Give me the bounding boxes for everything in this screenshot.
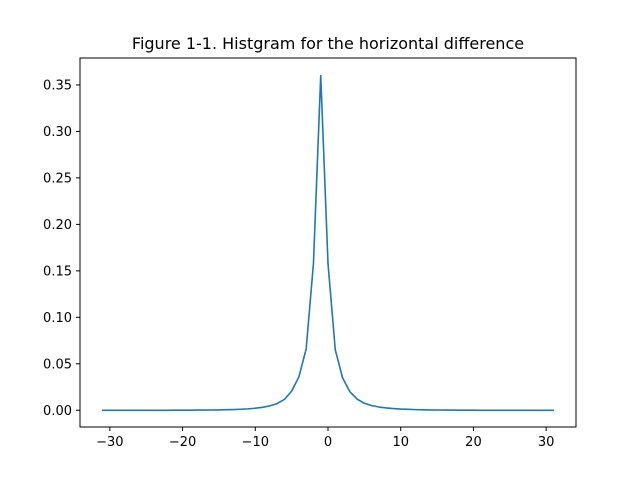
y-tick-label: 0.10	[43, 311, 72, 326]
x-tick-label: −30	[96, 435, 123, 450]
y-tick-label: 0.05	[43, 357, 72, 372]
plot-area	[79, 57, 577, 428]
plot-frame	[79, 57, 577, 428]
x-tick-label: −10	[242, 435, 269, 450]
y-tick-label: 0.20	[43, 218, 72, 233]
y-axis: 0.00 0.05 0.10 0.15 0.20 0.25 0.30 0.35	[43, 78, 80, 419]
y-tick-label: 0.25	[43, 171, 72, 186]
series-line-0	[101, 74, 555, 412]
chart-title: Figure 1-1. Histgram for the horizontal …	[132, 34, 524, 53]
x-tick-label: 0	[324, 435, 332, 450]
y-tick-label: 0.15	[43, 264, 72, 279]
y-tick-label: 0.00	[43, 404, 72, 419]
x-axis: −30 −20 −10 0 10 20 30	[96, 427, 554, 450]
x-tick-label: 20	[465, 435, 482, 450]
x-tick-label: 10	[392, 435, 409, 450]
x-tick-label: −20	[169, 435, 196, 450]
y-tick-label: 0.30	[43, 125, 72, 140]
y-tick-label: 0.35	[43, 78, 72, 93]
x-tick-label: 30	[538, 435, 555, 450]
